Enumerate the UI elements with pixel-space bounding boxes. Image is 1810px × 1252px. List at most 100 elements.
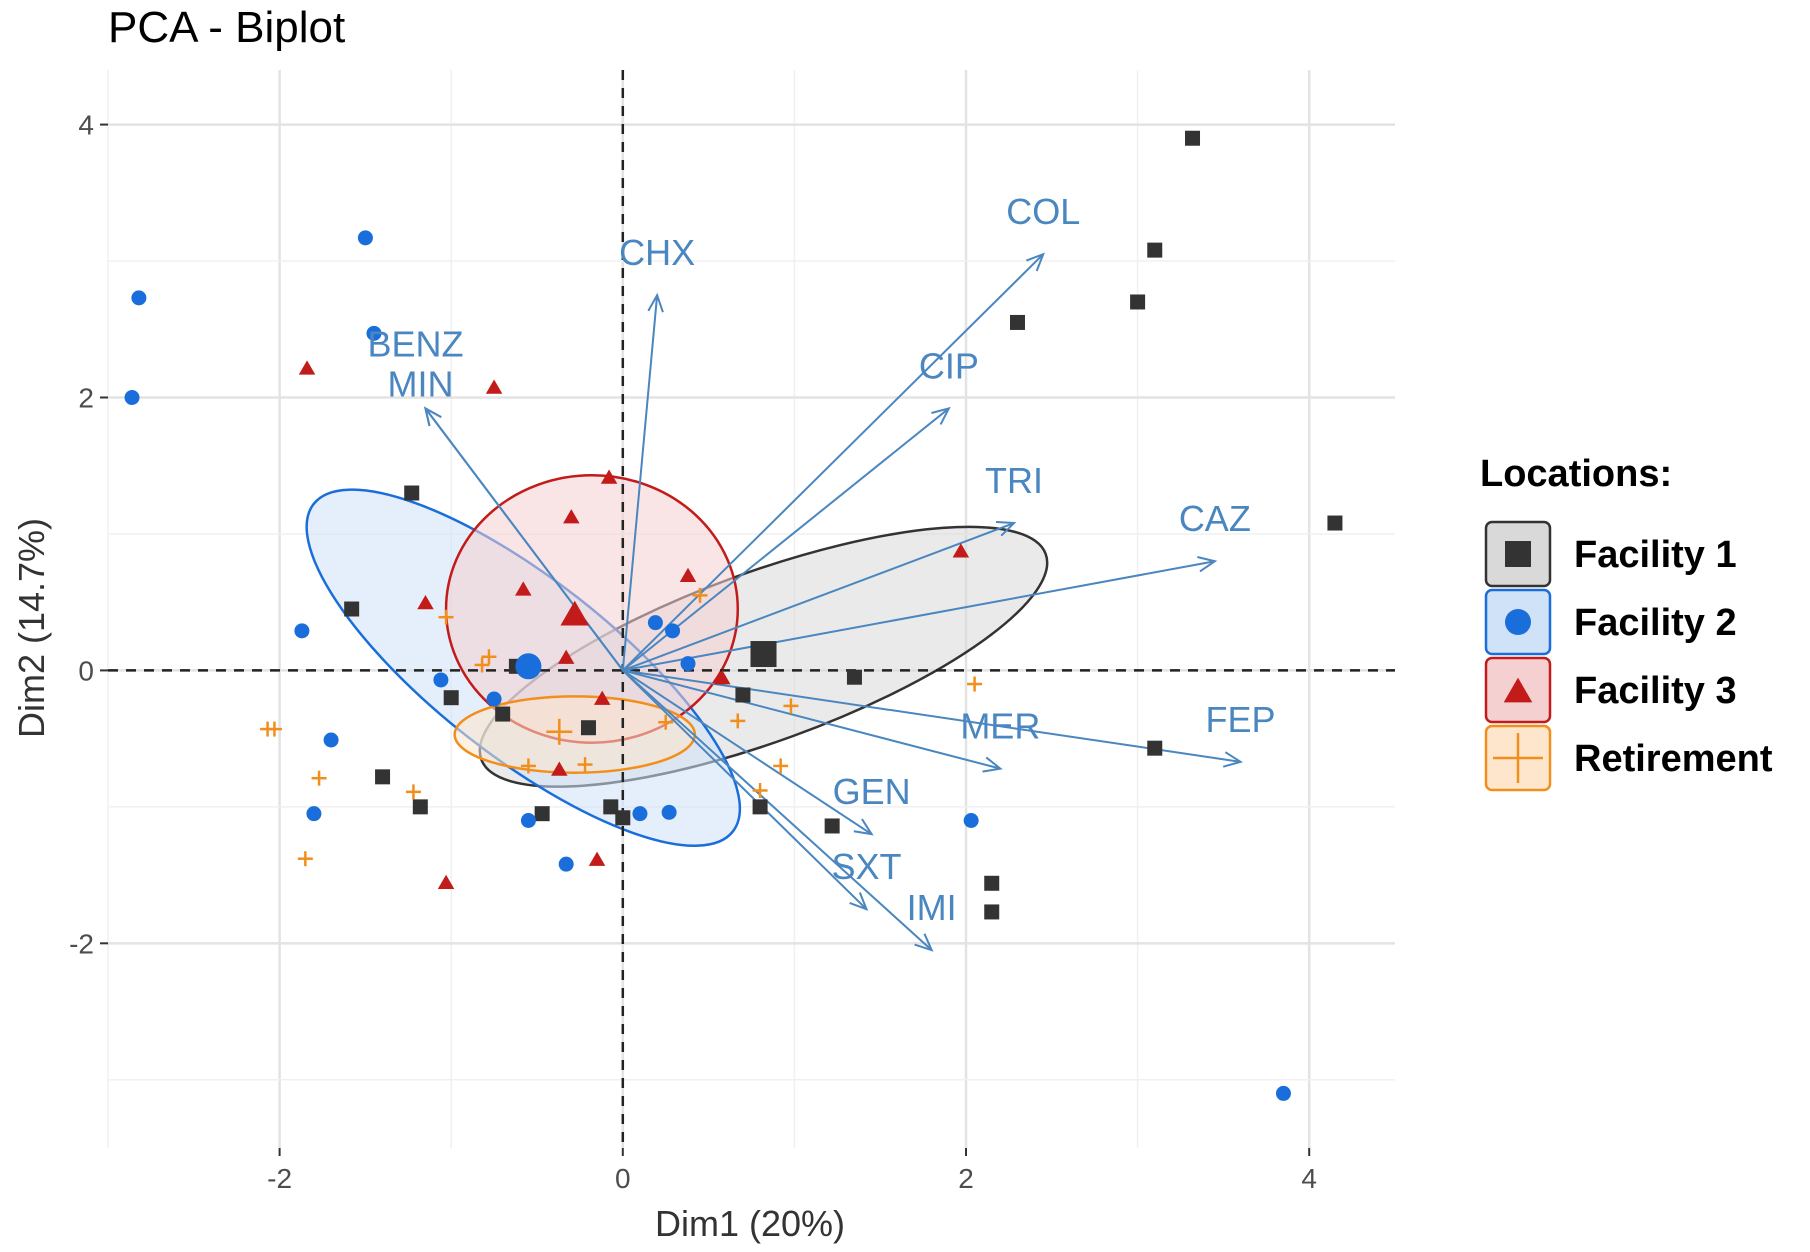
point-facility-1 [824, 818, 840, 834]
arrow-chx [621, 292, 664, 671]
y-tick-label: 0 [78, 655, 94, 686]
point-facility-2 [124, 389, 140, 405]
center-facility-2 [515, 653, 542, 680]
legend-item-retirement: Retirement [1484, 724, 1773, 792]
arrow-head [914, 933, 934, 952]
legend-marker-facility-3 [1503, 677, 1533, 703]
y-axis-ticks: -2 0 2 4 [69, 110, 108, 959]
point-retirement [783, 698, 799, 714]
variable-label-benz: BENZ [367, 323, 463, 364]
x-tick-label: 2 [958, 1163, 974, 1194]
arrow-shaft [621, 295, 659, 671]
point-facility-2 [357, 230, 373, 246]
point-facility-1 [1185, 130, 1201, 146]
point-retirement [438, 609, 454, 625]
arrow-head [423, 406, 442, 427]
point-facility-2 [366, 325, 382, 341]
point-retirement [297, 851, 313, 867]
point-facility-3 [298, 360, 316, 375]
center-facility-1 [750, 641, 777, 668]
point-facility-3 [952, 543, 970, 558]
arrow-head [647, 292, 664, 313]
arrow-head [996, 520, 1017, 537]
point-facility-1 [984, 875, 1000, 891]
point-facility-2 [520, 813, 536, 829]
variable-label-tri: TRI [985, 460, 1043, 501]
variable-label-caz: CAZ [1179, 498, 1251, 539]
arrow-min [423, 406, 624, 672]
point-retirement [405, 784, 421, 800]
arrow-shaft [622, 669, 868, 910]
point-facility-2 [665, 623, 681, 639]
point-facility-1 [846, 669, 862, 685]
legend-title: Locations: [1480, 453, 1672, 495]
point-facility-1 [1009, 314, 1025, 330]
legend: Locations: Facility 1 Facility 2 Facility … [1480, 453, 1773, 792]
variable-label-sxt: SXT [831, 846, 901, 887]
point-facility-2 [680, 656, 696, 672]
group-centers [515, 600, 777, 745]
point-facility-3 [714, 670, 731, 685]
variable-label-chx: CHX [619, 232, 695, 273]
point-facility-3 [551, 761, 568, 776]
point-facility-1 [495, 706, 511, 722]
x-tick-label: 0 [615, 1163, 631, 1194]
x-tick-label: -2 [267, 1163, 292, 1194]
point-retirement [692, 587, 708, 603]
legend-item-facility-1: Facility 1 [1484, 520, 1737, 588]
legend-marker-facility-2 [1505, 609, 1531, 635]
point-facility-3 [515, 581, 532, 596]
point-facility-3 [563, 509, 580, 524]
point-facility-1 [1130, 294, 1146, 310]
point-facility-2 [1275, 1085, 1291, 1101]
arrow-shaft [424, 407, 624, 672]
legend-label-facility-3: Facility 3 [1574, 670, 1737, 712]
arrow-caz [622, 556, 1218, 672]
point-facility-3 [588, 851, 606, 866]
arrow-col [622, 252, 1045, 672]
point-facility-2 [131, 290, 147, 306]
arrow-sxt [622, 669, 869, 911]
point-retirement [773, 758, 789, 774]
variable-label-min: MIN [387, 363, 453, 404]
arrow-tri [622, 520, 1017, 672]
point-retirement [967, 676, 983, 692]
point-facility-1 [534, 806, 550, 822]
legend-marker-retirement [1493, 733, 1543, 783]
point-facility-2 [306, 806, 322, 822]
point-facility-3 [679, 567, 697, 583]
point-retirement [474, 657, 490, 673]
arrow-head [1222, 751, 1243, 768]
variable-label-fep: FEP [1206, 699, 1276, 740]
point-facility-3 [600, 469, 618, 484]
arrow-shaft [622, 669, 1001, 770]
point-facility-1 [443, 690, 459, 706]
point-facility-2 [963, 813, 979, 829]
x-tick-label: 4 [1301, 1163, 1317, 1194]
point-facility-2 [661, 804, 677, 820]
arrow-shaft [622, 522, 1015, 672]
point-retirement [730, 713, 746, 729]
point-facility-2 [323, 732, 339, 748]
arrow-shaft [622, 669, 873, 835]
point-facility-3 [417, 595, 434, 610]
arrow-shaft [622, 253, 1044, 672]
point-facility-1 [735, 687, 751, 703]
point-facility-2 [647, 615, 663, 631]
variable-arrows [423, 252, 1243, 952]
variable-label-cip: CIP [919, 345, 979, 386]
point-facility-1 [1147, 740, 1163, 756]
point-retirement [481, 649, 497, 665]
legend-label-facility-2: Facility 2 [1574, 602, 1737, 644]
center-facility-3 [560, 600, 590, 626]
arrow-imi [622, 669, 934, 952]
center-retirement [546, 718, 573, 745]
data-points [124, 130, 1343, 1101]
y-tick-label: 2 [78, 382, 94, 413]
arrow-shaft [622, 560, 1216, 672]
arrow-head [931, 406, 951, 425]
variable-label-mer: MER [960, 706, 1040, 747]
legend-label-facility-1: Facility 1 [1574, 534, 1737, 576]
arrow-gen [622, 669, 874, 836]
